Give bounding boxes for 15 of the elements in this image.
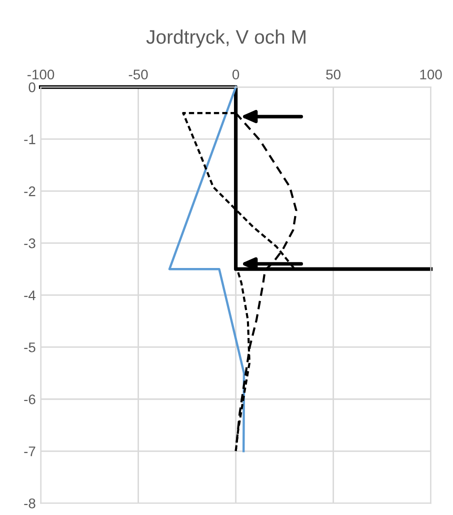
y-tick-label: 0 (28, 82, 36, 92)
y-tick-label: -2 (24, 186, 36, 196)
y-tick-label: -3 (24, 238, 36, 248)
x-tick-label: 50 (326, 70, 340, 80)
y-tick-label: -8 (24, 498, 36, 508)
y-tick-label: -7 (24, 446, 36, 456)
x-tick-label: 0 (232, 70, 240, 80)
x-tick-label: -50 (128, 70, 148, 80)
y-tick-label: -4 (24, 290, 36, 300)
x-tick-label: -100 (27, 70, 54, 80)
x-tick-label: 100 (420, 70, 442, 80)
y-tick-label: -5 (24, 342, 36, 352)
y-tick-label: -1 (24, 134, 36, 144)
y-tick-label: -6 (24, 394, 36, 404)
chart-title: Jordtryck, V och M (146, 30, 306, 48)
